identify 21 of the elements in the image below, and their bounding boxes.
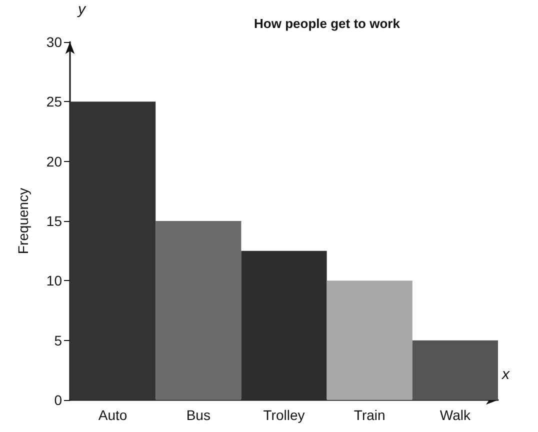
y-tick-label: 25	[46, 94, 62, 110]
x-tick-label: Bus	[186, 407, 210, 423]
y-tick-label: 5	[54, 332, 62, 348]
x-axis-title: x	[501, 366, 510, 383]
y-tick-label: 0	[54, 392, 62, 408]
bar	[326, 280, 412, 400]
x-tick-label: Trolley	[263, 407, 305, 423]
x-tick-label: Auto	[98, 407, 128, 423]
x-tick-label: Train	[354, 407, 386, 423]
y-axis-title: Frequency	[15, 188, 31, 254]
y-tick-label: 30	[46, 34, 62, 50]
bar	[156, 221, 242, 400]
bar	[70, 102, 156, 400]
y-tick-label: 10	[46, 272, 62, 289]
text: y	[77, 1, 87, 18]
bar	[241, 250, 327, 400]
chart-title: How people get to work	[254, 16, 401, 31]
bar	[412, 340, 498, 400]
y-tick-label: 15	[46, 213, 62, 229]
x-tick-label: Walk	[440, 407, 472, 423]
y-tick-label: 20	[46, 153, 62, 170]
